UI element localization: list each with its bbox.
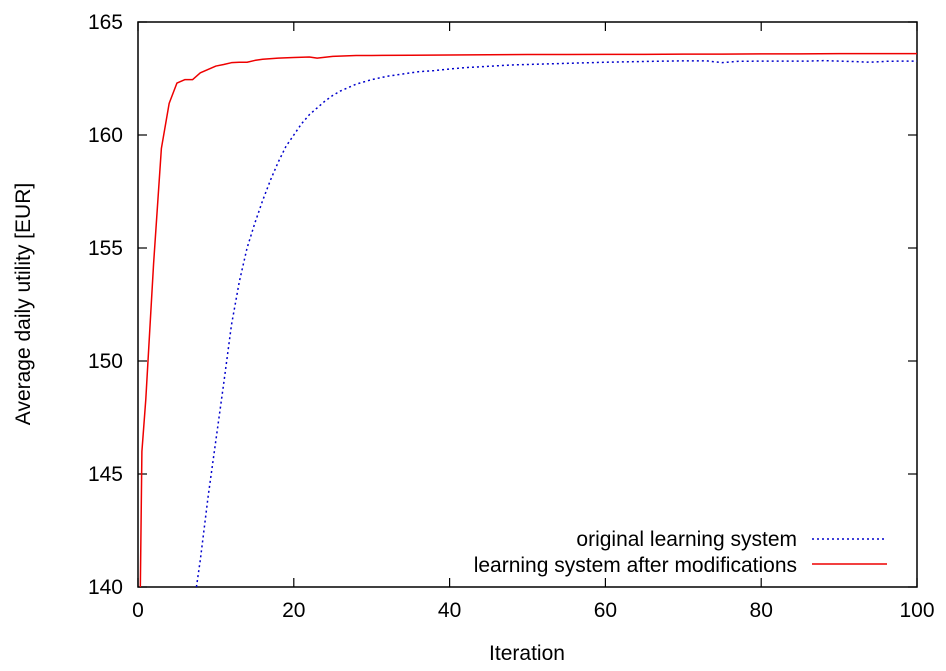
y-tick-label: 160 — [88, 124, 123, 147]
y-tick-label: 150 — [88, 350, 123, 373]
x-axis-title: Iteration — [489, 642, 565, 665]
legend-label-series-1: learning system after modifications — [474, 554, 797, 577]
x-tick-label: 60 — [594, 599, 617, 622]
legend: original learning system learning system… — [474, 528, 887, 577]
series-line-1 — [139, 52, 917, 588]
x-tick-label: 80 — [750, 599, 773, 622]
x-tick-label: 0 — [132, 599, 144, 622]
series-lines — [139, 52, 917, 588]
y-tick-label: 140 — [88, 576, 123, 599]
x-tick-label: 40 — [438, 599, 461, 622]
y-tick-label: 165 — [88, 11, 123, 34]
y-tick-label: 155 — [88, 237, 123, 260]
plot-frame — [137, 21, 918, 588]
y-axis-title: Average daily utility [EUR] — [12, 183, 35, 425]
x-tick-label: 20 — [282, 599, 305, 622]
y-tick-label: 145 — [88, 463, 123, 486]
axis-ticks: 0 20 40 60 80 100 140 145 150 155 160 165 — [88, 11, 935, 622]
legend-label-series-0: original learning system — [576, 528, 797, 551]
series-line-0 — [195, 59, 917, 588]
x-tick-label: 100 — [899, 599, 934, 622]
